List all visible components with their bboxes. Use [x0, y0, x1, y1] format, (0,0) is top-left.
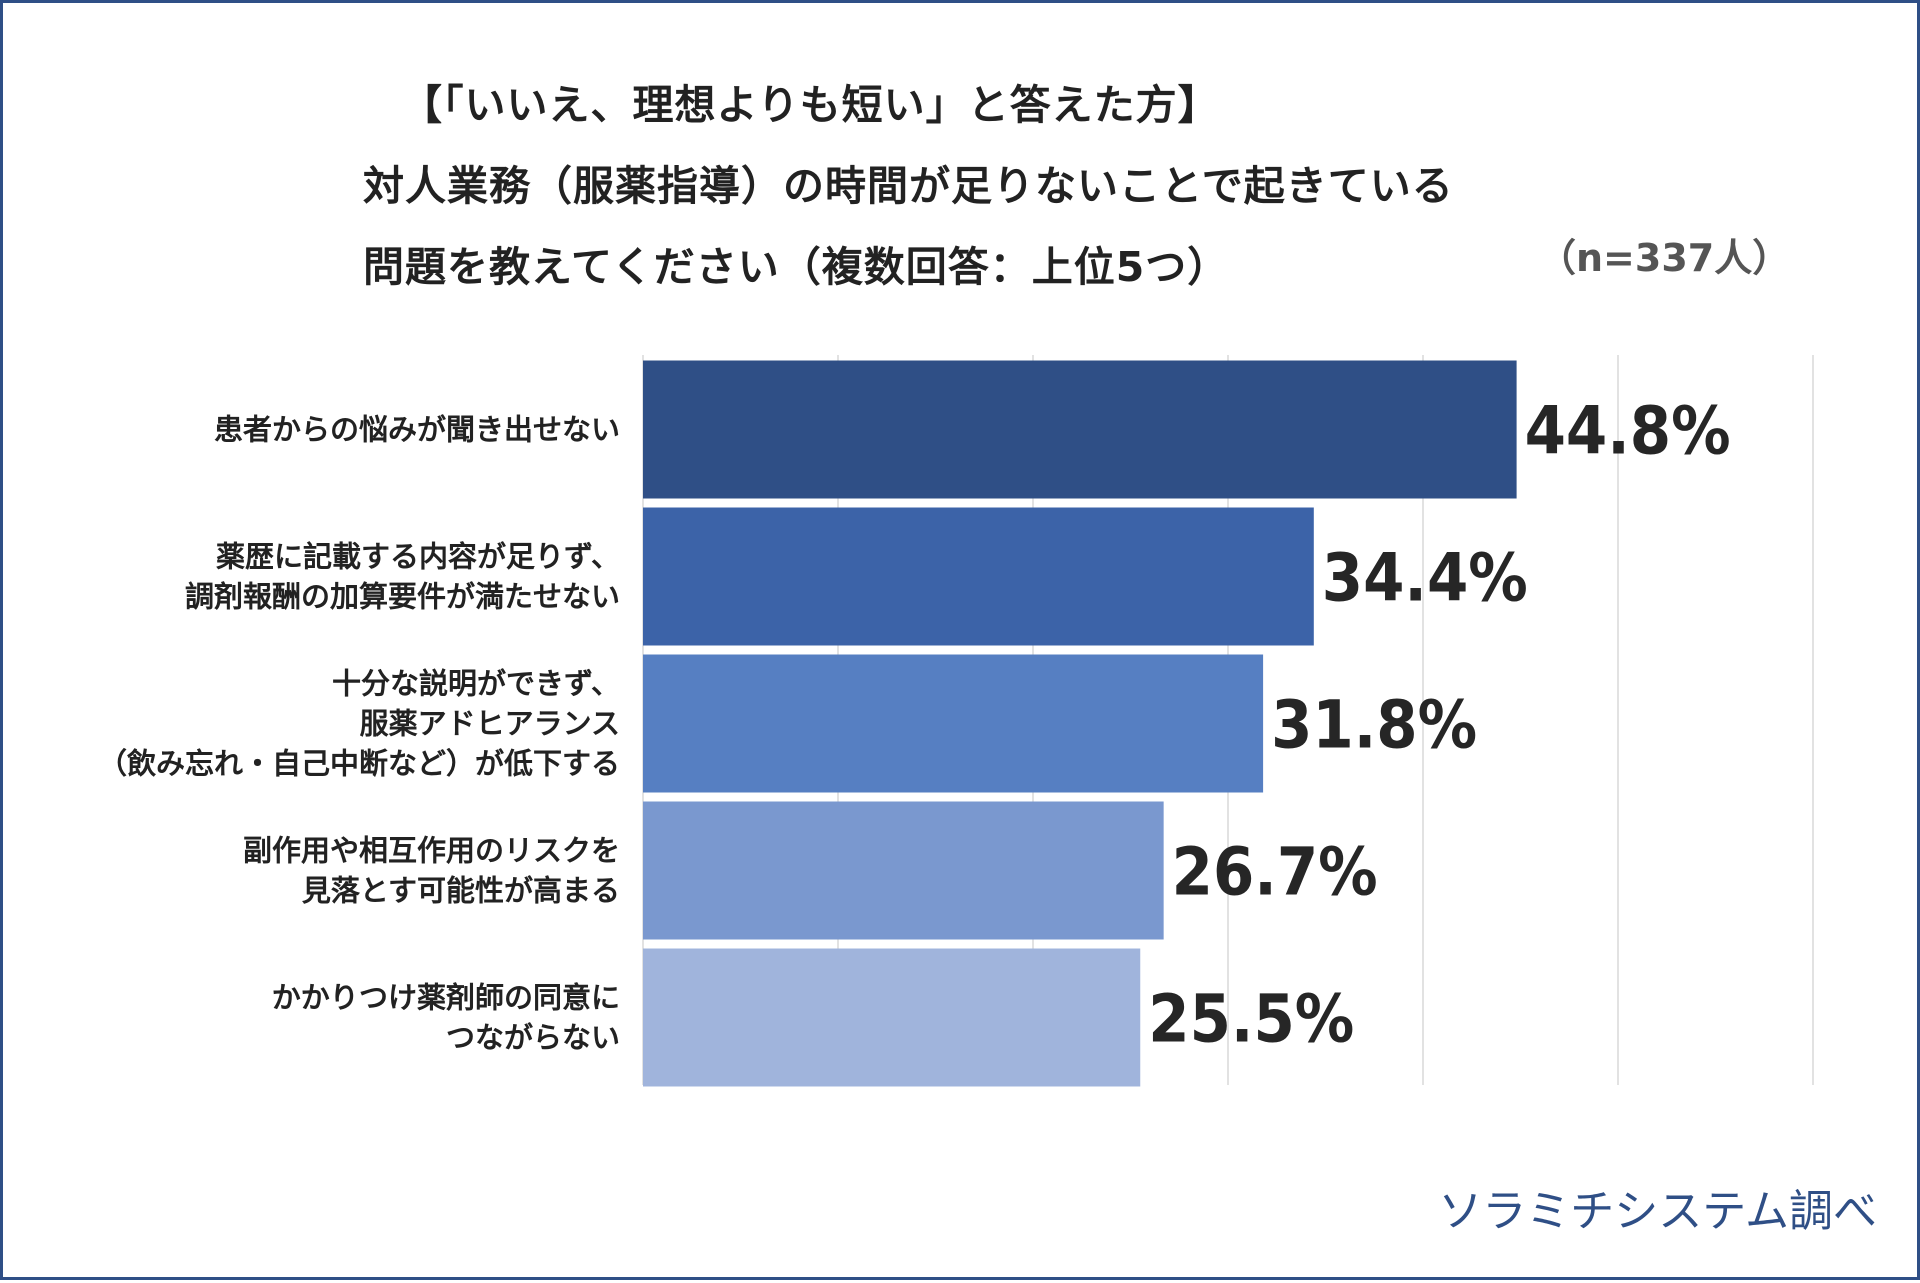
value-label-1: 44.8%: [1525, 393, 1731, 470]
chart-title: 【「いいえ、理想よりも短い」と答えた方】 対人業務（服薬指導）の時間が足りないこ…: [363, 65, 1454, 308]
category-label-3-line-2: 服薬アドヒアランス: [360, 707, 620, 741]
category-label-2-line-1: 薬歴に記載する内容が足りず、: [216, 540, 620, 574]
value-label-2: 34.4%: [1322, 540, 1528, 617]
category-label-3-line-3: （飲み忘れ・自己中断など）が低下する: [98, 747, 620, 781]
category-label-4: 副作用や相互作用のリスクを見落とす可能性が高まる: [243, 834, 620, 908]
bar-chart: 44.8% 患者からの悩みが聞き出せない 34.4% 薬歴に記載する内容が足りず、調剤…: [98, 355, 1814, 1087]
category-label-1-line-1: 患者からの悩みが聞き出せない: [214, 413, 620, 447]
sample-size-note: （n=337人）: [1538, 236, 1791, 280]
bar-2: [643, 507, 1314, 646]
category-label-5: かかりつけ薬剤師の同意につながらない: [272, 981, 620, 1055]
category-label-3-line-1: 十分な説明ができず、: [332, 667, 620, 701]
bar-4: [643, 801, 1164, 940]
category-label-2: 薬歴に記載する内容が足りず、調剤報酬の加算要件が満たせない: [185, 540, 620, 614]
category-label-4-line-2: 見落とす可能性が高まる: [302, 874, 620, 908]
category-label-4-line-1: 副作用や相互作用のリスクを: [243, 834, 620, 868]
bar-5: [643, 948, 1141, 1087]
category-label-3: 十分な説明ができず、服薬アドヒアランス （飲み忘れ・自己中断など）が低下する: [98, 667, 620, 781]
category-label-5-line-1: かかりつけ薬剤師の同意に: [272, 981, 620, 1015]
title-line-1: 【「いいえ、理想よりも短い」と答えた方】: [401, 81, 1220, 129]
category-label-5-line-2: つながらない: [446, 1021, 620, 1055]
source-credit: ソラミチシステム調べ: [1438, 1186, 1877, 1237]
title-line-2: 対人業務（服薬指導）の時間が足りないことで起きている: [363, 162, 1454, 210]
bar-1: [643, 360, 1517, 499]
bar-3: [643, 654, 1264, 793]
category-label-1: 患者からの悩みが聞き出せない: [214, 413, 620, 447]
value-label-5: 25.5%: [1148, 981, 1354, 1058]
title-line-3: 問題を教えてください（複数回答：上位5つ）: [363, 243, 1230, 291]
value-label-3: 31.8%: [1271, 687, 1477, 764]
value-label-4: 26.7%: [1172, 834, 1378, 911]
category-label-2-line-2: 調剤報酬の加算要件が満たせない: [185, 580, 620, 614]
